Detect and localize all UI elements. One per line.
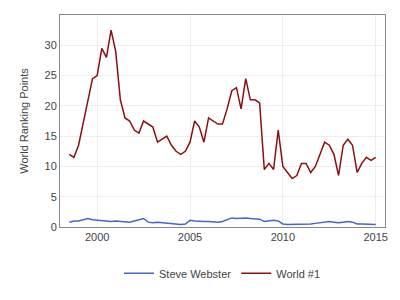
svg-text:10: 10: [45, 160, 57, 172]
svg-text:2015: 2015: [363, 231, 387, 243]
svg-text:Steve Webster: Steve Webster: [159, 268, 231, 280]
svg-text:30: 30: [45, 39, 57, 51]
svg-text:20: 20: [45, 100, 57, 112]
svg-text:15: 15: [45, 130, 57, 142]
svg-text:2010: 2010: [271, 231, 295, 243]
svg-text:0: 0: [51, 221, 57, 233]
svg-text:2000: 2000: [85, 231, 109, 243]
svg-text:25: 25: [45, 69, 57, 81]
svg-text:2005: 2005: [178, 231, 202, 243]
svg-text:World Ranking Points: World Ranking Points: [18, 68, 30, 174]
svg-text:World #1: World #1: [276, 268, 320, 280]
svg-text:5: 5: [51, 191, 57, 203]
